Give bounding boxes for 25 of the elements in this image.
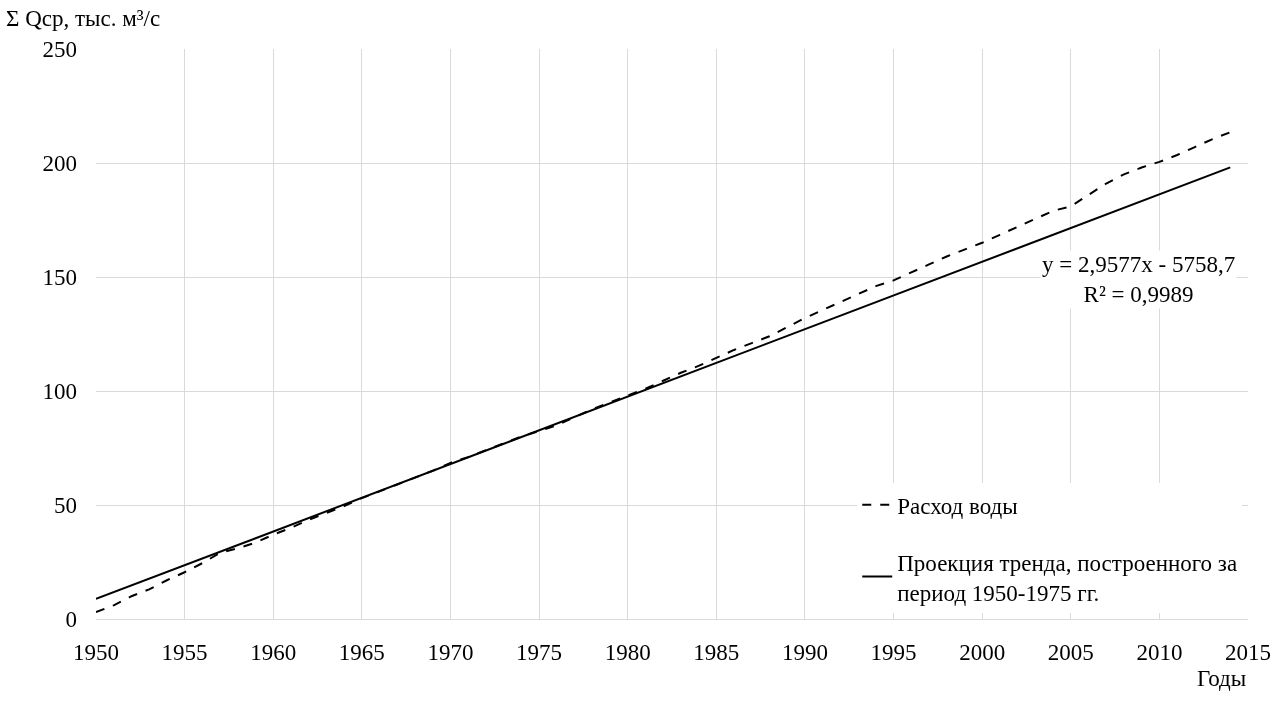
x-tick-label: 1980 [604,639,651,665]
x-tick-label: 1960 [250,639,297,665]
y-axis-title: Σ Qср, тыс. м³/с [6,6,161,31]
x-tick-label: 1955 [161,639,208,665]
x-tick-label: 1995 [870,639,917,665]
x-tick-label: 1970 [427,639,474,665]
x-tick-label: 1965 [338,639,385,665]
y-tick-label: 150 [42,265,77,291]
x-axis-title: Годы [1197,666,1247,691]
y-tick-label: 0 [65,607,77,633]
y-tick-label: 50 [54,493,77,519]
x-tick-label: 2005 [1047,639,1094,665]
annotation: y = 2,9577x - 5758,7 R² = 0,9989 [1042,252,1236,307]
y-tick-label: 200 [42,151,77,177]
x-tick-label: 2000 [959,639,1006,665]
y-tick-label: 250 [42,37,77,63]
y-tick-label: 100 [42,379,77,405]
x-tick-label: 1985 [693,639,740,665]
legend-label: Проекция тренда, построенного за период 1950-1975 гг. [897,550,1238,606]
legend-label: Расход воды [897,493,1018,519]
x-tick-label: 2015 [1225,639,1271,665]
x-tick-label: 1950 [73,639,119,665]
x-tick-label: 1990 [781,639,828,665]
x-tick-label: 1975 [516,639,563,665]
x-tick-label: 2010 [1136,639,1183,665]
